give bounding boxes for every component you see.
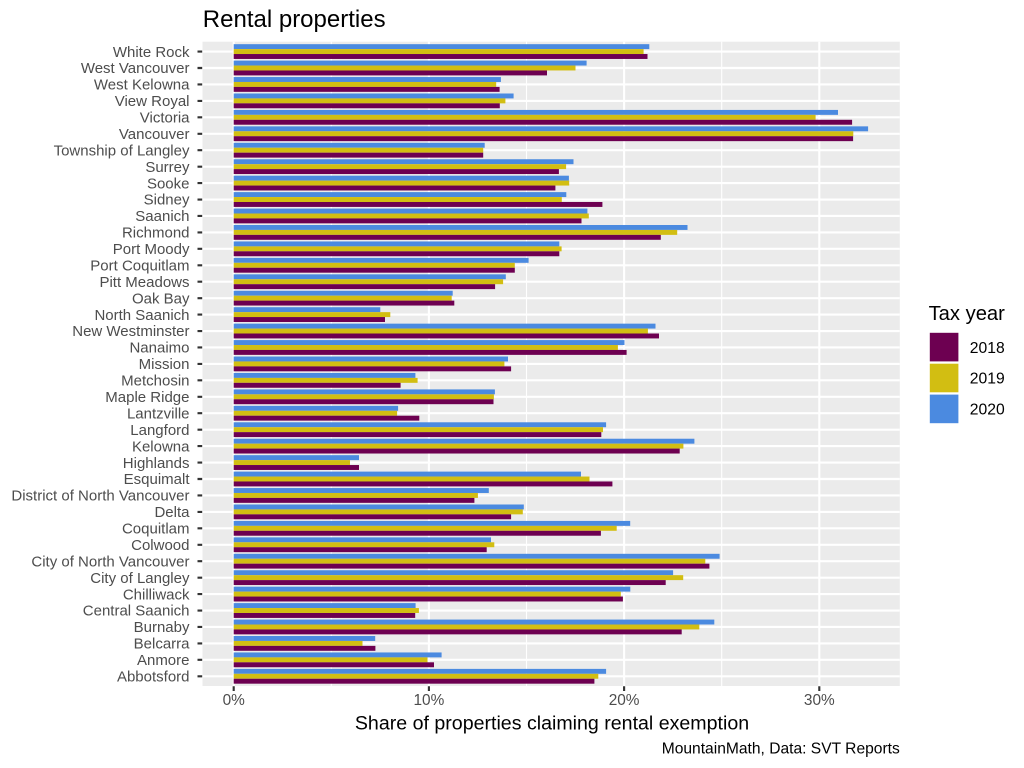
svg-text:Metchosin: Metchosin	[121, 373, 189, 390]
svg-text:Victoria: Victoria	[140, 110, 190, 127]
svg-text:20%: 20%	[609, 692, 640, 709]
svg-text:0%: 0%	[223, 692, 246, 709]
svg-text:Richmond: Richmond	[122, 225, 190, 242]
svg-text:Sidney: Sidney	[144, 192, 190, 209]
svg-text:New Westminster: New Westminster	[72, 323, 189, 340]
svg-text:2018: 2018	[970, 340, 1005, 357]
svg-text:Rental properties: Rental properties	[203, 6, 386, 33]
svg-text:Township of Langley: Township of Langley	[54, 142, 190, 159]
svg-text:Mission: Mission	[139, 356, 190, 373]
svg-text:White Rock: White Rock	[113, 44, 190, 61]
svg-text:Maple Ridge: Maple Ridge	[105, 389, 189, 406]
svg-text:Lantzville: Lantzville	[127, 405, 190, 422]
svg-text:Kelowna: Kelowna	[132, 438, 190, 455]
svg-text:Highlands: Highlands	[123, 455, 190, 472]
svg-text:Abbotsford: Abbotsford	[117, 668, 190, 685]
svg-text:Colwood: Colwood	[131, 537, 189, 554]
svg-text:Langford: Langford	[130, 422, 189, 439]
svg-text:Nanaimo: Nanaimo	[129, 340, 189, 357]
svg-text:View Royal: View Royal	[115, 93, 190, 110]
svg-text:Saanich: Saanich	[135, 208, 189, 225]
svg-text:Pitt Meadows: Pitt Meadows	[99, 274, 189, 291]
svg-text:Chilliwack: Chilliwack	[123, 586, 190, 603]
svg-text:2020: 2020	[970, 402, 1005, 419]
svg-text:Vancouver: Vancouver	[119, 126, 190, 143]
svg-text:MountainMath, Data: SVT Report: MountainMath, Data: SVT Reports	[662, 740, 900, 757]
svg-text:Port Moody: Port Moody	[113, 241, 190, 258]
svg-text:Anmore: Anmore	[137, 652, 190, 669]
svg-text:Tax year: Tax year	[929, 303, 1006, 325]
svg-text:West Kelowna: West Kelowna	[94, 77, 190, 94]
svg-text:Delta: Delta	[154, 504, 190, 521]
svg-text:Esquimalt: Esquimalt	[124, 471, 191, 488]
svg-text:30%: 30%	[804, 692, 835, 709]
svg-text:Surrey: Surrey	[145, 159, 190, 176]
svg-text:City of North Vancouver: City of North Vancouver	[31, 553, 189, 570]
svg-text:City of Langley: City of Langley	[90, 570, 190, 587]
svg-text:Oak Bay: Oak Bay	[132, 290, 190, 307]
svg-text:District of North Vancouver: District of North Vancouver	[11, 488, 189, 505]
svg-text:Central Saanich: Central Saanich	[83, 603, 190, 620]
svg-text:Sooke: Sooke	[147, 175, 190, 192]
svg-text:North Saanich: North Saanich	[94, 307, 189, 324]
svg-text:10%: 10%	[413, 692, 444, 709]
svg-text:Coquitlam: Coquitlam	[122, 521, 190, 538]
svg-text:Burnaby: Burnaby	[134, 619, 190, 636]
svg-text:Share of properties claiming r: Share of properties claiming rental exem…	[355, 713, 749, 735]
svg-text:Belcarra: Belcarra	[134, 636, 191, 653]
svg-text:2019: 2019	[970, 371, 1005, 388]
svg-text:West Vancouver: West Vancouver	[81, 60, 190, 77]
svg-text:Port Coquitlam: Port Coquitlam	[90, 257, 189, 274]
